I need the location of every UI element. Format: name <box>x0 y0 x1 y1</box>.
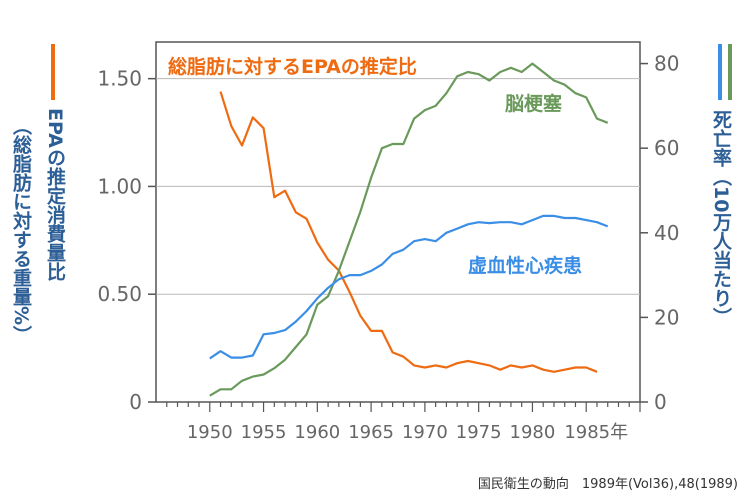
left-tick-label: 1.00 <box>97 174 142 198</box>
series-label-ihd: 虚血性心疾患 <box>468 254 582 277</box>
right-axis-title: 死亡率（10万人当たり） <box>709 110 732 327</box>
x-tick-label: 1950 <box>187 422 233 443</box>
x-tick-label: 1980 <box>510 422 556 443</box>
x-tick-label: 1955 <box>241 422 287 443</box>
series-label-stroke: 脳梗塞 <box>504 92 563 115</box>
plot-frame <box>155 41 641 403</box>
source-citation: 国民衛生の動向 1989年(Vol36),48(1989) <box>477 477 738 492</box>
right-tick-label: 40 <box>654 221 679 245</box>
right-tick-label: 80 <box>654 52 679 76</box>
x-tick-label: 1975 <box>456 422 502 443</box>
left-tick-label: 0.50 <box>97 282 142 306</box>
x-tick-label: 1965 <box>348 422 394 443</box>
right-axis-color-bar-green <box>728 44 732 100</box>
left-axis-title: EPAの推定消費量比 <box>43 108 66 281</box>
right-tick-label: 20 <box>654 305 679 329</box>
x-tick-label: 1985年 <box>564 422 628 443</box>
series-line-0 <box>219 91 598 373</box>
left-tick-label: 0 <box>129 390 142 414</box>
x-tick-label: 1960 <box>294 422 340 443</box>
right-tick-label: 0 <box>654 390 667 414</box>
left-axis-color-bar <box>51 44 55 100</box>
right-tick-label: 60 <box>654 136 679 160</box>
left-tick-label: 1.50 <box>97 67 142 91</box>
series-label-epa: 総脂肪に対するEPAの推定比 <box>168 55 417 78</box>
left-axis-subtitle: （総脂肪に対する重量%） <box>9 116 32 345</box>
series-line-2 <box>209 214 609 360</box>
x-tick-label: 1970 <box>402 422 448 443</box>
right-axis-color-bar-blue <box>718 44 722 100</box>
series-line-1 <box>209 62 609 397</box>
